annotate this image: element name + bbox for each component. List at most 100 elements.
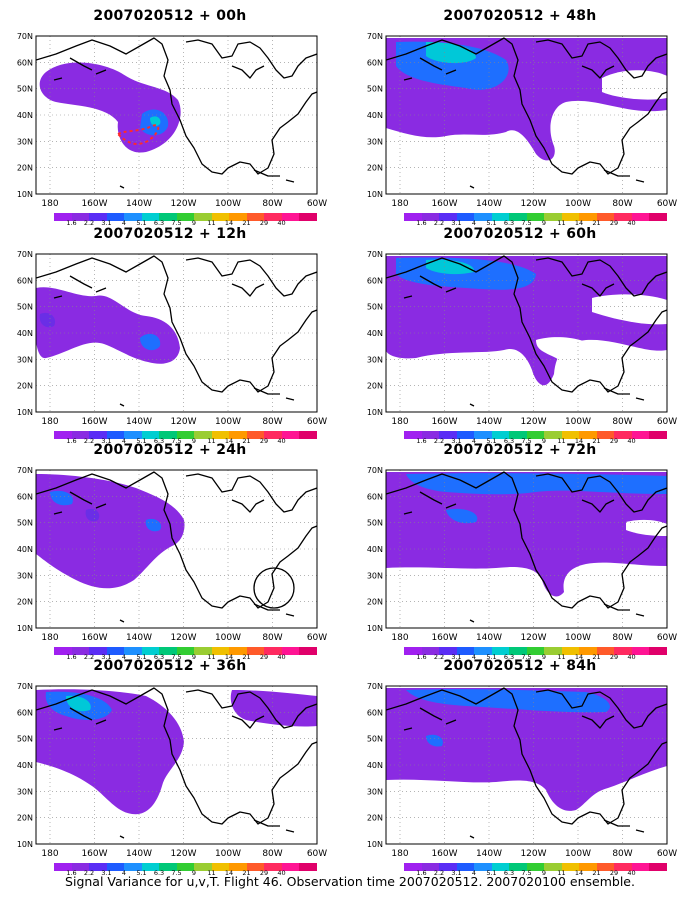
coastline xyxy=(231,283,265,297)
panel-title: 2007020512 + 12h xyxy=(93,226,247,242)
variance-region xyxy=(446,508,478,524)
colorbar-swatch xyxy=(404,647,422,655)
coastline xyxy=(36,37,317,175)
colorbar-swatch xyxy=(124,431,142,439)
colorbar-swatch xyxy=(246,647,264,655)
variance-region xyxy=(150,116,161,126)
colorbar-swatch xyxy=(71,431,89,439)
colorbar-swatch xyxy=(474,647,492,655)
coastline xyxy=(386,471,667,609)
lat-tick-label: 40N xyxy=(367,111,383,120)
colorbar-label: 1.6 xyxy=(416,219,427,227)
colorbar-label: 7.5 xyxy=(521,869,532,877)
colorbar-swatch xyxy=(54,863,72,871)
colorbar-swatch xyxy=(596,863,614,871)
lon-tick-label: 80W xyxy=(262,849,282,859)
colorbar-label: 7.5 xyxy=(521,437,532,445)
colorbar-label: 7.5 xyxy=(171,869,182,877)
lat-tick-label: 70N xyxy=(367,466,383,475)
colorbar-label: 21 xyxy=(242,869,251,877)
variance-region xyxy=(602,70,667,100)
coastline xyxy=(53,707,107,731)
colorbar-label: 3.1 xyxy=(451,437,462,445)
lon-tick-label: 60W xyxy=(657,417,677,427)
colorbar-label: 2.2 xyxy=(433,653,445,661)
colorbar-swatch xyxy=(211,647,229,655)
colorbar-swatch xyxy=(299,431,317,439)
colorbar-swatch xyxy=(281,647,299,655)
colorbar-label: 4 xyxy=(471,437,477,445)
lon-tick-label: 80W xyxy=(612,849,632,859)
coastline xyxy=(469,169,645,189)
coastline xyxy=(53,57,107,81)
colorbar-swatch xyxy=(89,431,107,439)
colorbar-swatch xyxy=(124,647,142,655)
colorbar-swatch xyxy=(614,647,632,655)
colorbar-swatch xyxy=(526,213,544,221)
colorbar-swatch xyxy=(176,213,194,221)
lat-tick-label: 20N xyxy=(17,382,33,391)
colorbar-label: 1.6 xyxy=(416,869,427,877)
lat-tick-label: 60N xyxy=(17,492,33,501)
lat-tick-label: 20N xyxy=(367,164,383,173)
lat-tick-label: 30N xyxy=(367,571,383,580)
colorbar-swatch xyxy=(71,213,89,221)
lon-tick-label: 60W xyxy=(657,199,677,209)
colorbar-label: 29 xyxy=(609,219,619,227)
colorbar-swatch xyxy=(579,863,597,871)
colorbar-labels: 1.6 2.2 3.1 4 5.1 6.3 7.5 9 11 14 21 29 40 xyxy=(404,219,674,229)
lat-tick-label: 10N xyxy=(17,408,33,417)
colorbar-swatch xyxy=(561,863,579,871)
coastline xyxy=(231,65,265,79)
colorbar-label: 14 xyxy=(224,437,234,445)
colorbar-label: 9 xyxy=(541,869,547,877)
colorbar-label: 6.3 xyxy=(503,869,515,877)
colorbar-label: 40 xyxy=(277,869,286,877)
colorbar-label: 14 xyxy=(224,653,234,661)
colorbar-swatch xyxy=(159,647,177,655)
forecast-panel: 2007020512 + 72h 70N 60N 50N 40N 30N 20N 10N 180… xyxy=(350,442,690,661)
colorbar-swatch xyxy=(491,431,509,439)
colorbar-label: 4 xyxy=(121,869,127,877)
lon-tick-label: 60W xyxy=(657,849,677,859)
lat-tick-label: 20N xyxy=(367,598,383,607)
lon-tick-label: 140W xyxy=(476,417,502,427)
variance-map: 70N 60N 50N 40N 30N 20N 10N 180 160W 140W 120W 100W… xyxy=(17,682,327,859)
colorbar-label: 6.3 xyxy=(503,219,515,227)
variance-map: 70N 60N 50N 40N 30N 20N 10N 180 160W 140W 120W 100W… xyxy=(367,32,677,209)
colorbar-label: 4 xyxy=(121,653,127,661)
colorbar-label: 21 xyxy=(592,869,601,877)
colorbar-swatch xyxy=(54,213,72,221)
variance-region xyxy=(406,473,667,495)
colorbar xyxy=(404,647,667,655)
colorbar-label: 3.1 xyxy=(101,869,112,877)
colorbar-swatch xyxy=(141,863,159,871)
lat-tick-label: 30N xyxy=(367,137,383,146)
colorbar-swatch xyxy=(614,863,632,871)
colorbar-label: 14 xyxy=(574,219,584,227)
variance-region xyxy=(66,695,91,712)
colorbar-label: 1.6 xyxy=(416,437,427,445)
lon-tick-label: 120W xyxy=(520,633,546,643)
lon-tick-label: 140W xyxy=(126,199,152,209)
lat-tick-label: 70N xyxy=(17,32,33,41)
variance-region xyxy=(426,734,443,747)
colorbar-label: 2.2 xyxy=(83,869,95,877)
lon-tick-label: 60W xyxy=(657,633,677,643)
lat-tick-label: 70N xyxy=(367,682,383,691)
colorbar-swatch xyxy=(194,213,212,221)
panel-title: 2007020512 + 48h xyxy=(443,8,597,24)
lon-tick-label: 160W xyxy=(81,417,107,427)
map-frame xyxy=(35,35,318,195)
coastline xyxy=(581,283,615,297)
lat-tick-label: 50N xyxy=(17,519,33,528)
lat-tick-label: 40N xyxy=(17,761,33,770)
lat-tick-label: 40N xyxy=(367,761,383,770)
colorbar-swatch xyxy=(264,647,282,655)
lat-tick-label: 60N xyxy=(17,58,33,67)
lat-tick-label: 60N xyxy=(367,708,383,717)
colorbar-swatch xyxy=(544,431,562,439)
map-frame xyxy=(35,469,318,629)
colorbar-label: 7.5 xyxy=(171,219,182,227)
colorbar-swatch xyxy=(579,213,597,221)
